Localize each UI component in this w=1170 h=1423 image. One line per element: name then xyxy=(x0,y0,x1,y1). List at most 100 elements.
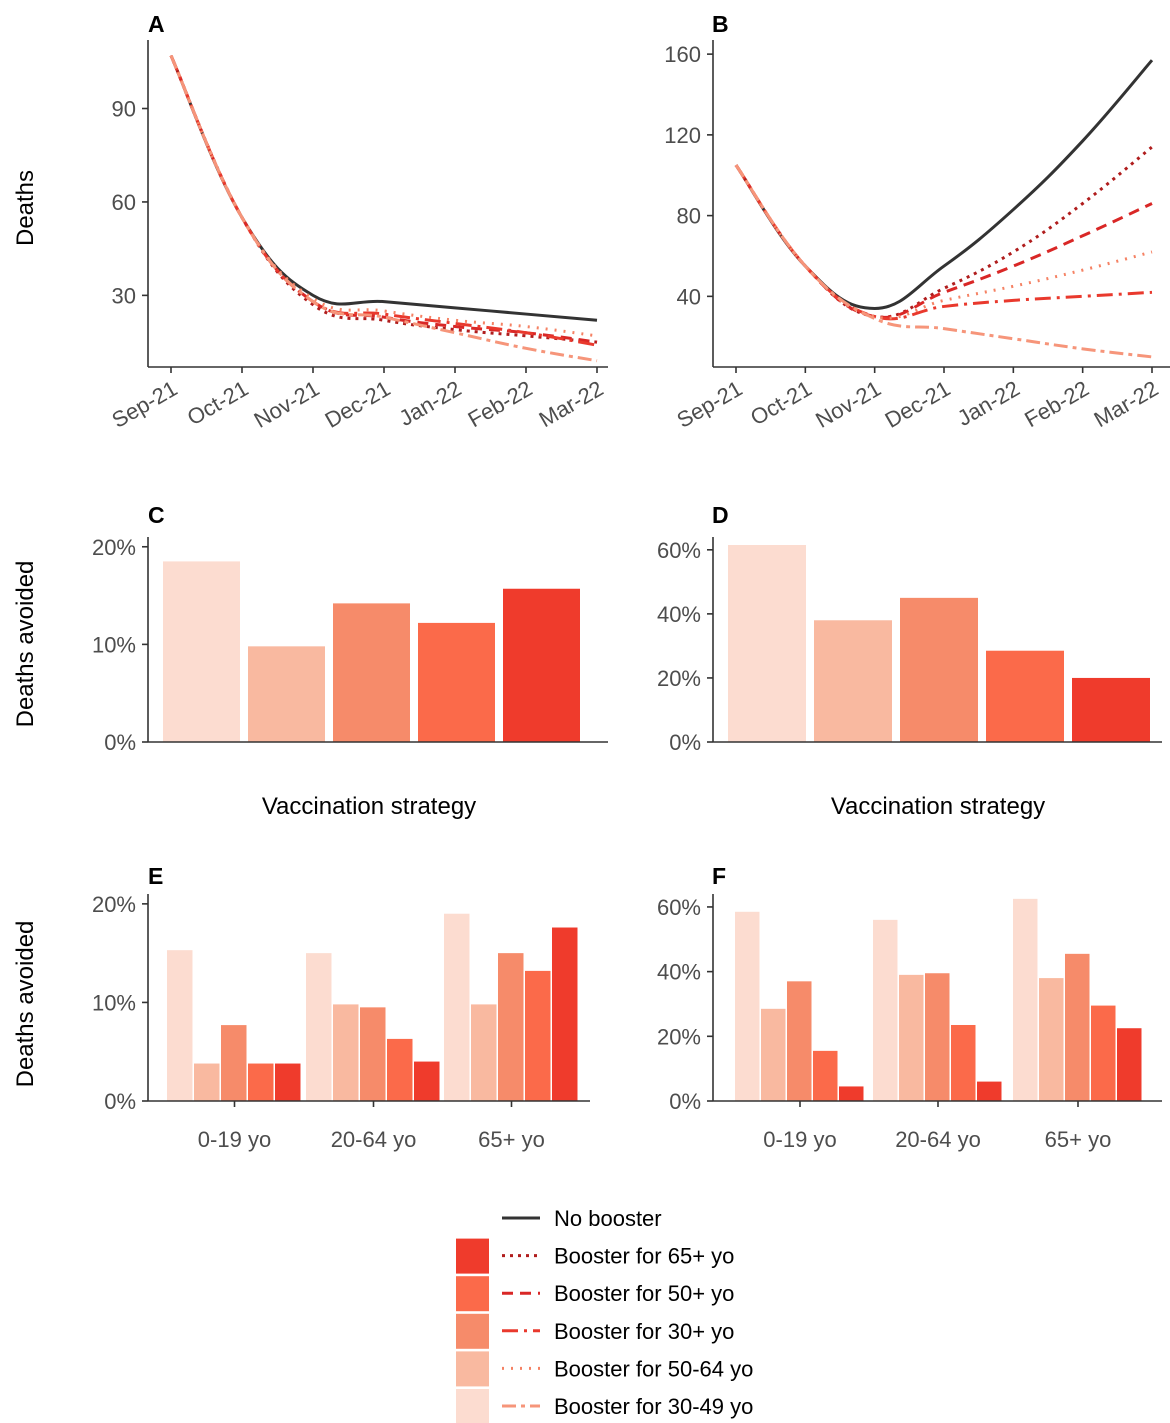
x-tick-label: Oct-21 xyxy=(746,376,816,431)
bar-65-yo-booster-for-50-64-yo xyxy=(1039,978,1064,1101)
bar-65-yo-booster-for-30-49-yo xyxy=(1013,898,1038,1101)
x-tick-label: Dec-21 xyxy=(321,376,395,433)
legend-item-booster-for-30-yo: Booster for 30+ yo xyxy=(456,1313,734,1349)
y-tick-label: 40% xyxy=(657,960,701,985)
legend-swatch xyxy=(456,1276,489,1312)
series-line-no-booster xyxy=(734,59,1154,310)
bar-65-yo-booster-for-50-yo xyxy=(1091,1005,1116,1101)
x-tick-label: 20-64 yo xyxy=(895,1127,981,1152)
x-tick-label: Oct-21 xyxy=(183,376,253,431)
x-tick-label: Dec-21 xyxy=(881,376,955,433)
bar-0-19-yo-booster-for-65-yo xyxy=(839,1086,864,1101)
y-tick-label: 0% xyxy=(669,730,701,755)
bar-booster-for-50-yo xyxy=(986,650,1064,742)
x-tick-label: 0-19 yo xyxy=(763,1127,836,1152)
legend-label: Booster for 30-49 yo xyxy=(554,1394,753,1419)
y-tick-label: 10% xyxy=(92,990,136,1015)
y-tick-label: 20% xyxy=(92,535,136,560)
x-tick-label: Feb-22 xyxy=(464,376,537,433)
y-axis-title-deaths: Deaths xyxy=(12,170,39,246)
bar-20-64-yo-booster-for-30-yo xyxy=(360,1007,386,1101)
bar-20-64-yo-booster-for-50-yo xyxy=(387,1038,413,1101)
bar-20-64-yo-booster-for-50-yo xyxy=(951,1024,976,1101)
bar-0-19-yo-booster-for-50-yo xyxy=(248,1063,274,1101)
legend-item-booster-for-65-yo: Booster for 65+ yo xyxy=(456,1238,734,1274)
series-line-booster-for-65-yo xyxy=(169,54,598,344)
bar-20-64-yo-booster-for-65-yo xyxy=(977,1081,1002,1101)
x-tick-label: Nov-21 xyxy=(250,376,324,433)
bar-65-yo-booster-for-30-yo xyxy=(1065,953,1090,1101)
x-tick-label: 20-64 yo xyxy=(331,1127,417,1152)
series-line-booster-for-30-yo xyxy=(734,164,1153,321)
x-tick-label: Feb-22 xyxy=(1020,376,1093,433)
y-tick-label: 0% xyxy=(104,730,136,755)
y-tick-label: 20% xyxy=(657,1024,701,1049)
series-line-booster-for-50-yo xyxy=(734,164,1153,319)
legend-label: Booster for 30+ yo xyxy=(554,1319,734,1344)
legend: No booster Booster for 65+ yo Booster for … xyxy=(456,1206,753,1423)
series-line-no-booster xyxy=(169,54,598,322)
panel-letter-b: B xyxy=(712,11,729,37)
bar-65-yo-booster-for-50-64-yo xyxy=(471,1004,497,1101)
x-tick-label: Jan-22 xyxy=(395,376,466,431)
series-line-booster-for-50-64-yo xyxy=(169,54,598,338)
x-tick-label: Nov-21 xyxy=(811,376,885,433)
bar-65-yo-booster-for-30-49-yo xyxy=(444,913,470,1101)
bar-0-19-yo-booster-for-30-49-yo xyxy=(167,950,193,1101)
legend-label: No booster xyxy=(554,1206,662,1231)
x-tick-label: 65+ yo xyxy=(1045,1127,1112,1152)
x-tick-label: Sep-21 xyxy=(673,376,747,433)
series-line-booster-for-30-49-yo xyxy=(169,54,598,363)
x-tick-label: Sep-21 xyxy=(108,376,182,433)
legend-item-booster-for-50-64-yo: Booster for 50-64 yo xyxy=(456,1351,753,1387)
legend-label: Booster for 50+ yo xyxy=(554,1281,734,1306)
series-line-booster-for-50-64-yo xyxy=(734,164,1153,320)
bar-65-yo-booster-for-50-yo xyxy=(525,970,551,1101)
bar-booster-for-50-yo xyxy=(418,622,495,742)
x-axis-title-strategy-c: Vaccination strategy xyxy=(262,793,476,820)
bar-booster-for-50-64-yo xyxy=(814,620,892,742)
x-tick-label: Mar-22 xyxy=(535,376,608,432)
bar-0-19-yo-booster-for-50-yo xyxy=(813,1050,838,1101)
panel-c-bar-chart: 0% 10% 20% xyxy=(92,535,608,755)
y-axis-title-deaths-avoided-e: Deaths avoided xyxy=(12,921,39,1088)
y-tick-label: 160 xyxy=(664,42,701,67)
y-tick-label: 90 xyxy=(112,97,136,122)
series-line-booster-for-30-49-yo xyxy=(734,164,1153,359)
y-tick-label: 0% xyxy=(669,1089,701,1114)
bar-0-19-yo-booster-for-50-64-yo xyxy=(194,1063,220,1101)
x-tick-label: 65+ yo xyxy=(478,1127,545,1152)
y-tick-label: 60 xyxy=(112,190,136,215)
legend-swatch xyxy=(456,1238,489,1274)
y-tick-label: 40 xyxy=(677,284,701,309)
legend-label: Booster for 65+ yo xyxy=(554,1244,734,1269)
x-tick-label: Jan-22 xyxy=(953,376,1024,431)
y-tick-label: 80 xyxy=(677,204,701,229)
bar-65-yo-booster-for-65-yo xyxy=(552,927,578,1101)
panel-letter-d: D xyxy=(712,502,729,528)
bar-20-64-yo-booster-for-30-yo xyxy=(925,973,950,1101)
bar-booster-for-65-yo xyxy=(1072,677,1150,742)
legend-swatch xyxy=(456,1313,489,1349)
panel-letter-e: E xyxy=(148,863,163,889)
bar-0-19-yo-booster-for-65-yo xyxy=(275,1063,301,1101)
y-tick-label: 30 xyxy=(112,283,136,308)
series-line-booster-for-50-yo xyxy=(169,54,598,344)
bar-20-64-yo-booster-for-50-64-yo xyxy=(899,974,924,1101)
x-tick-label: 0-19 yo xyxy=(198,1127,271,1152)
bar-0-19-yo-booster-for-30-49-yo xyxy=(735,911,760,1101)
legend-swatch xyxy=(456,1351,489,1387)
y-tick-label: 60% xyxy=(657,538,701,563)
legend-item-no-booster: No booster xyxy=(502,1206,662,1231)
y-tick-label: 10% xyxy=(92,632,136,657)
legend-label: Booster for 50-64 yo xyxy=(554,1356,753,1381)
y-axis-title-deaths-avoided-c: Deaths avoided xyxy=(12,561,39,728)
bar-booster-for-50-64-yo xyxy=(248,646,325,742)
bar-booster-for-30-yo xyxy=(333,603,410,742)
y-tick-label: 40% xyxy=(657,602,701,627)
bar-booster-for-30-yo xyxy=(900,597,978,742)
bar-20-64-yo-booster-for-65-yo xyxy=(414,1061,440,1101)
bar-0-19-yo-booster-for-30-yo xyxy=(221,1025,247,1101)
bar-booster-for-30-49-yo xyxy=(163,561,240,742)
